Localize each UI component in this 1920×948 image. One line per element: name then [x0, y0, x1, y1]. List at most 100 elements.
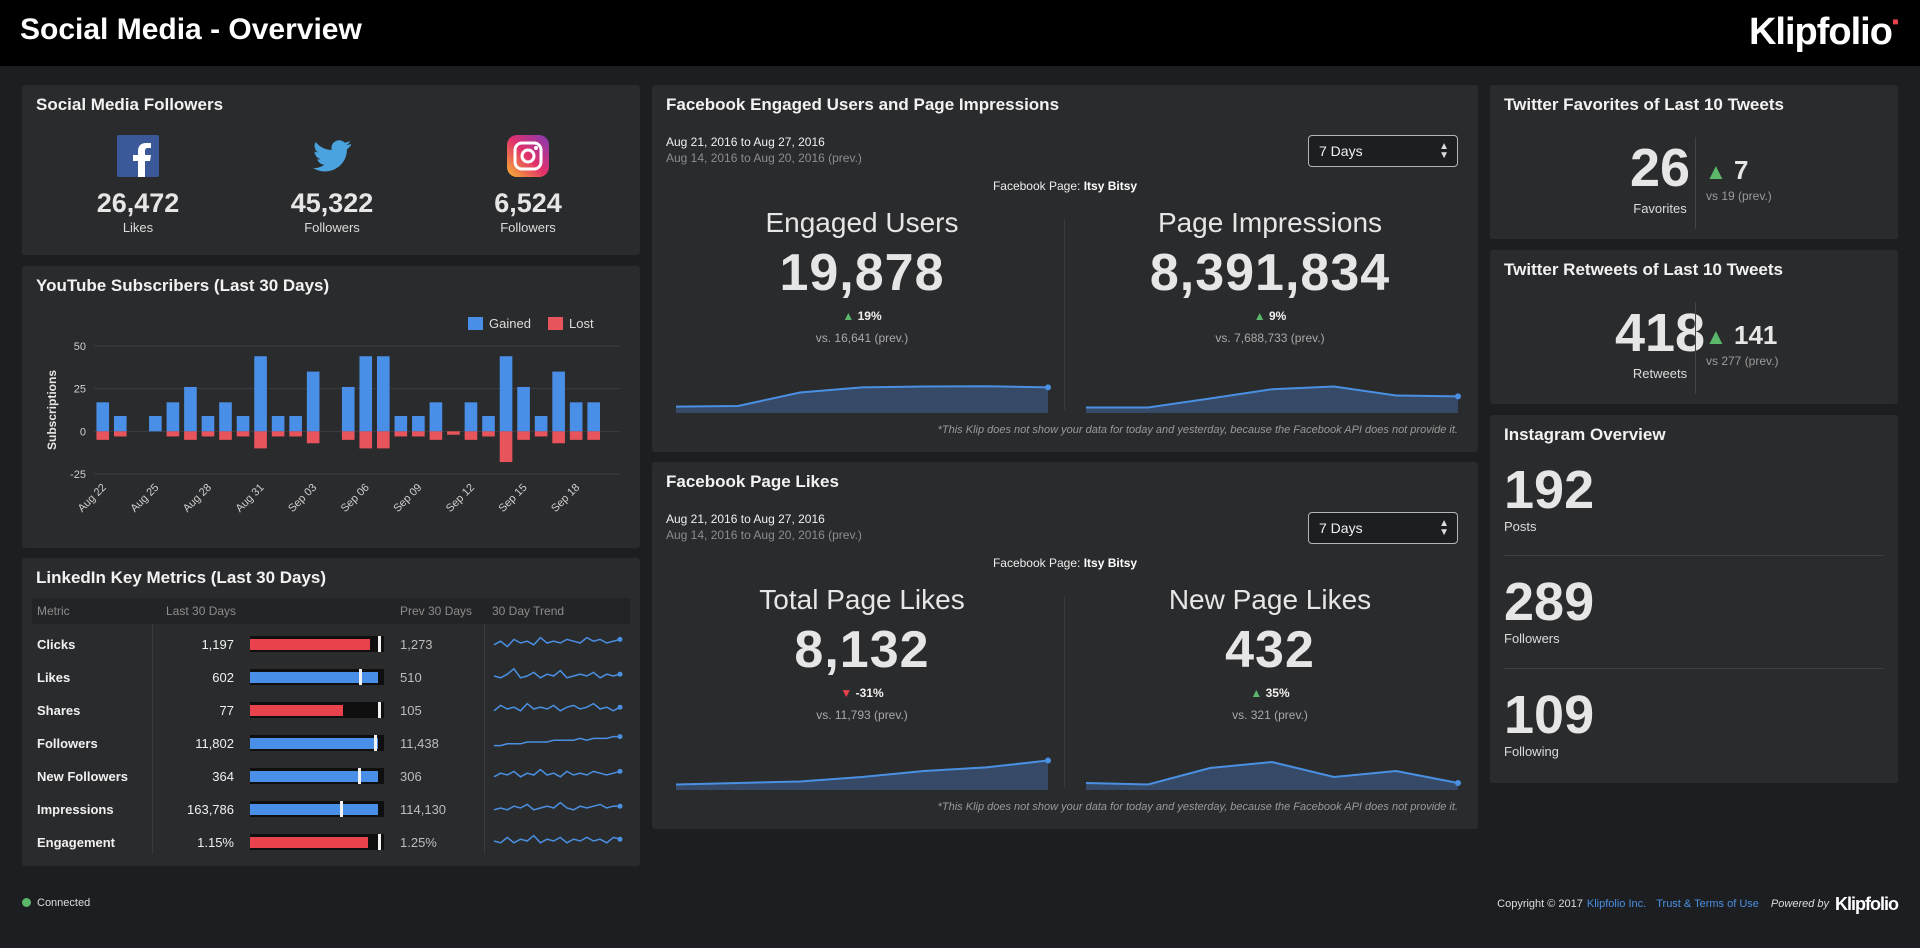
gained-bar[interactable]: [534, 415, 548, 432]
bullet-target-marker: [378, 834, 381, 850]
instagram-followers-block: 289 Followers: [1504, 571, 1804, 646]
gained-bar[interactable]: [464, 402, 478, 432]
x-tick-label: Sep 12: [444, 482, 477, 515]
engaged-users-trend: [675, 384, 1051, 413]
metric-value: 11,802: [195, 736, 234, 751]
retweets-metric: 418 Retweets: [1610, 302, 1710, 381]
footer-logo[interactable]: Klipfolio: [1835, 894, 1899, 914]
engaged-users-metric: Engaged Users 19,878 ▲ 19% vs. 16,641 (p…: [662, 207, 1062, 345]
lost-bar[interactable]: [482, 431, 495, 437]
gained-bar[interactable]: [341, 386, 355, 432]
trend-area: [676, 386, 1048, 413]
gained-bar[interactable]: [306, 371, 320, 432]
bullet-fill: [250, 639, 371, 650]
sparkline-endpoint: [617, 671, 623, 677]
table-row[interactable]: Clicks 1,197 1,273: [32, 628, 630, 661]
table-row[interactable]: Likes 602 510: [32, 661, 630, 694]
gained-bar[interactable]: [376, 356, 390, 432]
lost-bar[interactable]: [271, 431, 285, 437]
bullet-fill: [250, 705, 344, 716]
table-row[interactable]: Impressions 163,786 114,130: [32, 793, 630, 826]
gained-bar[interactable]: [359, 356, 373, 432]
gained-bar[interactable]: [219, 402, 232, 432]
lost-bar[interactable]: [201, 431, 215, 437]
gained-bar[interactable]: [552, 371, 565, 432]
legend-gained[interactable]: Gained: [468, 316, 531, 331]
gained-bar[interactable]: [236, 415, 250, 432]
metric-title: Page Impressions: [1157, 207, 1383, 238]
gained-bar[interactable]: [184, 386, 197, 432]
lost-bar[interactable]: [254, 431, 267, 449]
company-link[interactable]: Klipfolio Inc.: [1586, 898, 1647, 910]
lost-bar[interactable]: [499, 431, 513, 463]
gained-bar[interactable]: [569, 402, 583, 432]
gained-bar[interactable]: [254, 356, 267, 432]
gained-bar[interactable]: [96, 402, 110, 432]
prev-value: 11,438: [400, 736, 439, 751]
table-row[interactable]: Followers 11,802 11,438: [32, 727, 630, 760]
lost-bar[interactable]: [219, 431, 232, 440]
lost-bar[interactable]: [359, 431, 373, 449]
lost-bar[interactable]: [552, 431, 565, 444]
lost-bar[interactable]: [464, 431, 478, 440]
lost-bar[interactable]: [289, 431, 302, 437]
up-arrow-icon: ▲: [1705, 159, 1727, 184]
x-tick-label: Aug 22: [76, 482, 109, 515]
gained-bar[interactable]: [289, 415, 302, 432]
lost-bar[interactable]: [394, 431, 408, 437]
bullet-bar: [250, 801, 384, 817]
lost-bar[interactable]: [569, 431, 583, 440]
instagram-following: 109 Following: [1504, 684, 1804, 759]
lost-bar[interactable]: [587, 431, 601, 440]
trend-area: [1086, 386, 1458, 413]
gained-bar[interactable]: [429, 402, 443, 432]
bullet-target-marker: [374, 735, 378, 751]
gained-bar[interactable]: [271, 415, 285, 432]
lost-bar[interactable]: [96, 431, 110, 440]
instagram-posts: 192 Posts: [1504, 459, 1804, 534]
lost-bar[interactable]: [517, 431, 530, 440]
trend-line: [675, 385, 1049, 408]
period-select[interactable]: 7 Days ▲ ▼: [1308, 135, 1458, 167]
facebook-likes-label: Likes: [122, 220, 154, 235]
lost-bar[interactable]: [429, 431, 443, 440]
gained-bar[interactable]: [149, 415, 162, 432]
gained-bar[interactable]: [113, 415, 127, 432]
sparkline-endpoint: [617, 836, 623, 842]
lost-bar[interactable]: [184, 431, 197, 440]
lost-bar[interactable]: [376, 431, 390, 449]
lost-bar[interactable]: [113, 431, 127, 437]
instagram-icon: [507, 135, 549, 177]
gained-bar[interactable]: [499, 356, 513, 432]
legend-lost[interactable]: Lost: [548, 316, 594, 331]
lost-bar[interactable]: [412, 431, 425, 437]
gained-bar[interactable]: [201, 415, 215, 432]
gained-bar[interactable]: [394, 415, 408, 432]
metric-change: ▼ -31%: [840, 686, 884, 700]
table-row[interactable]: Engagement 1.15% 1.25%: [32, 826, 630, 859]
lost-bar[interactable]: [447, 431, 460, 435]
col-divider: [152, 624, 153, 854]
period-select[interactable]: 7 Days ▲ ▼: [1308, 512, 1458, 544]
lost-bar[interactable]: [236, 431, 250, 437]
terms-link[interactable]: Trust & Terms of Use: [1656, 898, 1759, 910]
gained-bar[interactable]: [166, 402, 180, 432]
lost-bar[interactable]: [306, 431, 320, 444]
klipfolio-logo[interactable]: Klipfolio▪: [1748, 11, 1899, 53]
prev-value: 306: [400, 769, 422, 784]
lost-bar[interactable]: [341, 431, 355, 440]
footnote: *This Klip does not show your data for t…: [937, 801, 1458, 813]
following-value: 109: [1504, 685, 1595, 745]
table-row[interactable]: New Followers 364 306: [32, 760, 630, 793]
y-tick-label: 50: [74, 341, 86, 353]
gained-bar[interactable]: [412, 415, 425, 432]
bullet-target-marker: [378, 636, 381, 652]
followers-panel: Social Media Followers 26,472 Likes 45,3…: [22, 85, 640, 255]
gained-bar[interactable]: [587, 402, 601, 432]
gained-bar[interactable]: [517, 386, 530, 432]
lost-bar[interactable]: [166, 431, 180, 437]
lost-bar[interactable]: [534, 431, 548, 437]
bullet-bar: [250, 735, 384, 751]
table-row[interactable]: Shares 77 105: [32, 694, 630, 727]
gained-bar[interactable]: [482, 415, 495, 432]
